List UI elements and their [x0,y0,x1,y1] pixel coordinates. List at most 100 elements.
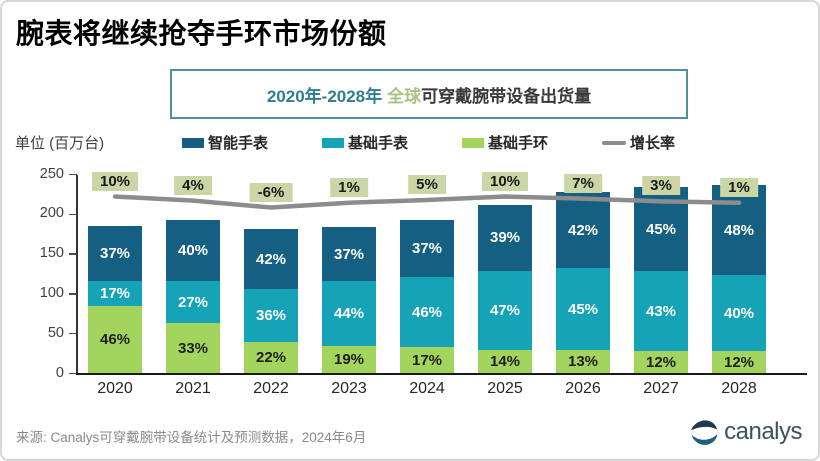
bar-segment-percent-label: 42% [567,221,599,239]
growth-rate-label-2020: 10% [91,171,139,191]
bar-segment-智能手表-2021: 40% [166,219,220,282]
bar-segment-基础手环-2023: 19% [322,345,376,374]
bar-segment-基础手环-2024: 17% [400,347,454,374]
growth-rate-label-2022: -6% [249,182,293,202]
source-note: 来源: Canalys可穿戴腕带设备统计及预测数据，2024年6月 [16,430,367,445]
legend-item-growth-rate: 增长率 [602,132,675,153]
chart-subtitle-box: 2020年-2028年 全球 可穿戴腕带设备出货量 [170,69,688,119]
bar-segment-智能手表-2020: 37% [88,226,142,281]
basic-band-swatch-icon [462,137,485,148]
canalys-logo-text: canalys [724,418,802,445]
bar-segment-智能手表-2026: 42% [556,192,610,269]
x-axis-year-label: 2022 [253,380,289,397]
bar-segment-percent-label: 43% [645,302,677,320]
growth-rate-label-2025: 10% [481,171,529,191]
y-axis-tick-label: 150 [39,245,64,262]
page-title: 腕表将继续抢夺手环市场份额 [16,18,387,49]
bar-segment-percent-label: 37% [333,245,365,263]
legend-label: 基础手环 [488,135,549,152]
bar-segment-基础手环-2026: 13% [556,349,610,374]
legend-item-basic-band: 基础手环 [462,132,548,153]
bar-segment-percent-label: 46% [411,303,443,321]
bar-segment-智能手表-2023: 37% [322,227,376,282]
legend-label: 增长率 [630,135,676,152]
x-axis-year-label: 2026 [565,380,601,397]
bar-segment-percent-label: 37% [99,244,131,262]
bar-segment-智能手表-2022: 42% [244,228,298,290]
bar-segment-percent-label: 27% [177,293,209,311]
growth-rate-label-2023: 1% [330,177,368,197]
y-axis-tick-mark [69,372,77,375]
bar-segment-percent-label: 12% [723,353,755,371]
x-axis-line [76,373,807,375]
y-axis-tick-label: 250 [39,165,64,182]
bar-segment-基础手环-2020: 46% [88,305,142,374]
bar-segment-percent-label: 45% [567,300,599,318]
bar-segment-基础手环-2028: 12% [712,350,766,374]
bar-segment-基础手表-2027: 43% [634,271,688,352]
bar-segment-percent-label: 17% [411,351,443,369]
subtitle-description: 可穿戴腕带设备出货量 [421,86,592,106]
subtitle-year-range: 2020年-2028年 [266,86,383,106]
x-axis-year-label: 2028 [721,380,757,397]
y-axis-tick-mark [69,332,77,335]
bar-segment-基础手表-2021: 27% [166,281,220,323]
bar-segment-基础手环-2025: 14% [478,349,532,374]
x-axis-year-label: 2021 [175,380,211,397]
bar-segment-基础手表-2022: 36% [244,289,298,342]
bar-segment-percent-label: 33% [177,339,209,357]
bar-segment-percent-label: 37% [411,239,443,257]
bar-segment-基础手表-2025: 47% [478,270,532,350]
bar-segment-智能手表-2027: 45% [634,187,688,272]
y-axis-tick-label: 0 [55,364,64,381]
bar-segment-percent-label: 14% [489,353,521,371]
bar-segment-percent-label: 48% [723,221,755,239]
bar-segment-percent-label: 42% [255,250,287,268]
x-axis-year-label: 2020 [97,380,133,397]
y-axis-tick-mark [69,173,77,176]
bar-segment-基础手表-2028: 40% [712,275,766,351]
bar-segment-percent-label: 40% [723,304,755,322]
legend-item-smartwatch: 智能手表 [182,132,268,153]
legend-label: 智能手表 [208,135,269,152]
growth-rate-label-2028: 1% [720,177,758,197]
bar-segment-percent-label: 19% [333,351,365,369]
bar-segment-基础手表-2024: 46% [400,276,454,348]
y-axis-line [76,174,78,374]
bar-segment-percent-label: 45% [645,220,677,238]
legend-item-basic-watch: 基础手表 [322,132,408,153]
smartwatch-swatch-icon [182,137,204,148]
y-axis-tick-mark [69,293,77,295]
bar-segment-智能手表-2028: 48% [712,184,766,276]
bar-segment-percent-label: 12% [645,353,677,371]
bar-segment-percent-label: 17% [99,284,131,302]
canalys-logo-icon [691,420,718,445]
x-axis-year-label: 2024 [409,380,445,397]
y-axis-unit-label: 单位 (百万台) [15,135,105,152]
basic-watch-swatch-icon [322,137,345,148]
x-axis-year-label: 2027 [643,380,679,397]
growth-rate-label-2021: 4% [174,175,212,195]
bar-segment-智能手表-2024: 37% [400,219,454,277]
bar-segment-percent-label: 36% [255,307,287,325]
x-axis-year-label: 2025 [487,380,523,397]
bar-segment-基础手表-2023: 44% [322,281,376,346]
bar-segment-percent-label: 39% [489,229,521,247]
growth-rate-label-2024: 5% [408,174,446,194]
legend-label: 基础手表 [348,135,409,152]
bar-segment-percent-label: 47% [489,301,521,319]
subtitle-scope: 全球 [387,86,422,106]
bar-segment-基础手环-2021: 33% [166,322,220,374]
growth-line-swatch-icon [602,140,627,145]
y-axis-tick-label: 200 [39,205,64,222]
y-axis-tick-label: 100 [39,284,64,301]
y-axis-tick-mark [69,213,77,216]
y-axis-tick-mark [69,253,77,255]
bar-segment-percent-label: 22% [255,349,287,367]
bar-segment-percent-label: 44% [333,304,365,322]
canalys-logo: canalys [689,417,802,447]
bar-segment-智能手表-2025: 39% [478,204,532,271]
bar-segment-percent-label: 40% [177,242,209,260]
